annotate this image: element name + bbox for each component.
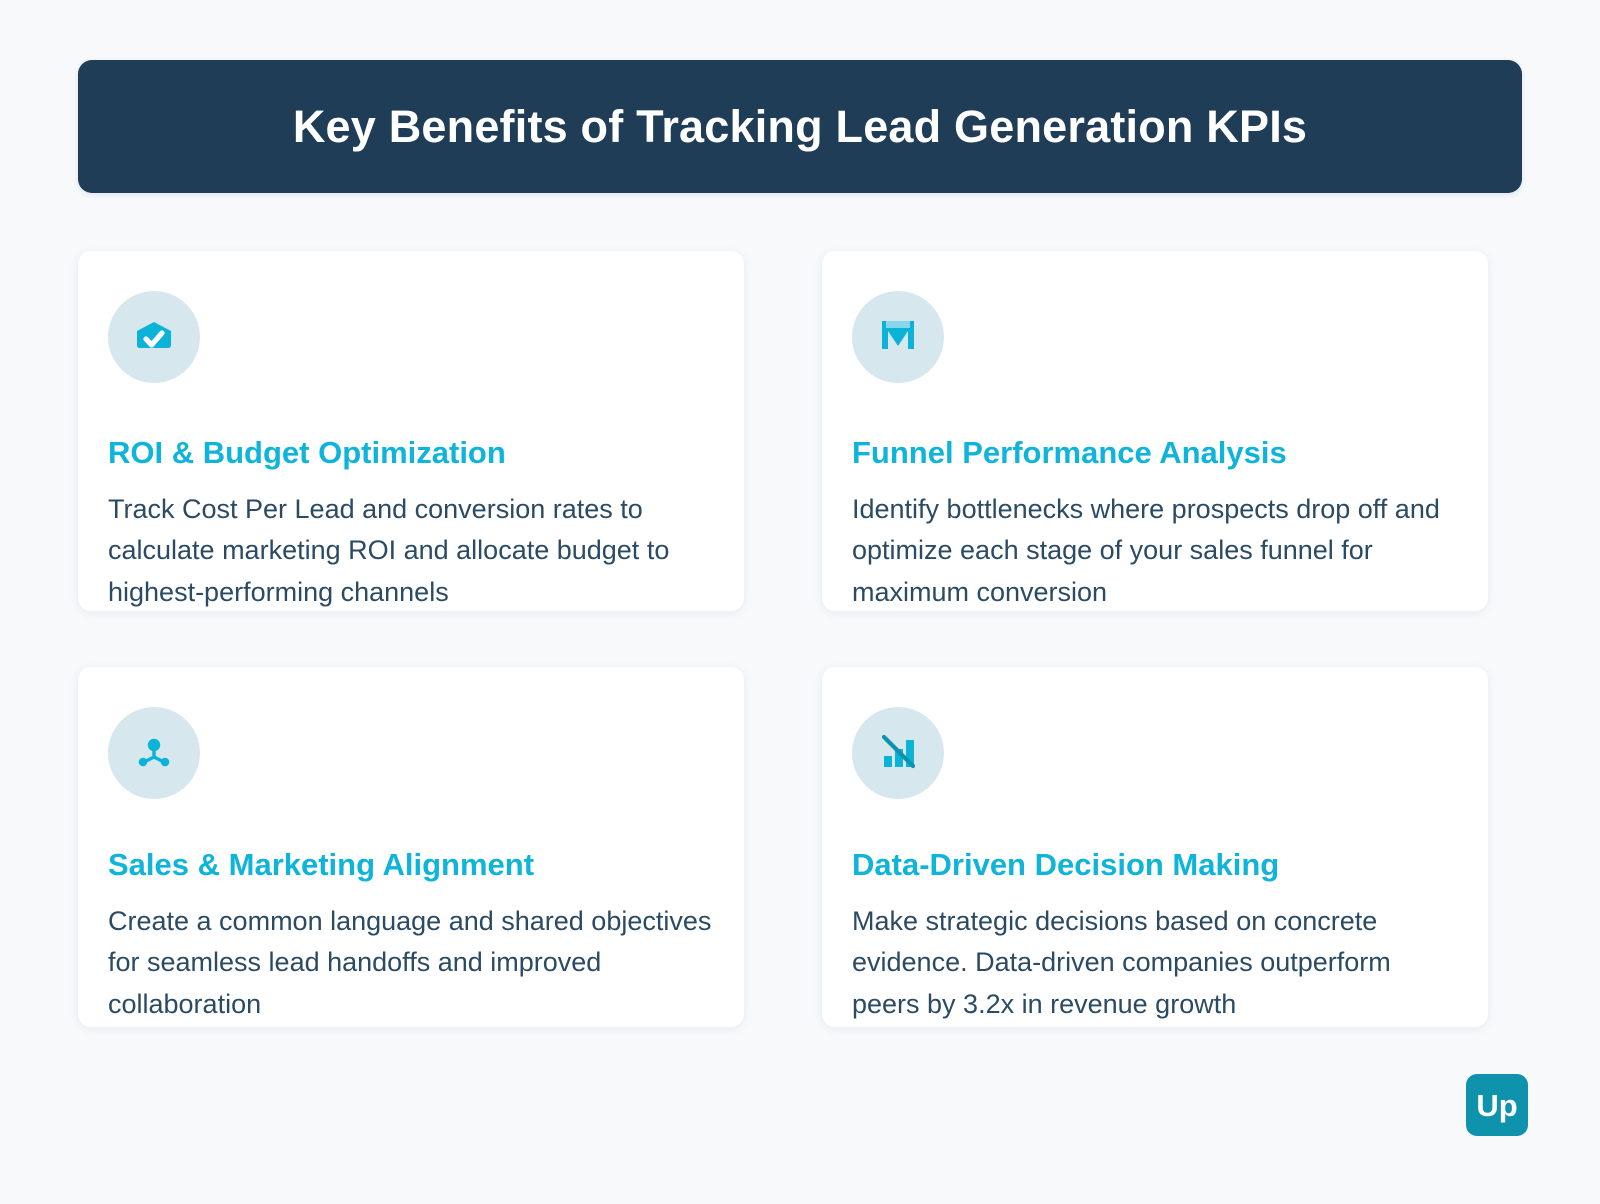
benefit-card-description: Make strategic decisions based on concre… xyxy=(852,905,1391,1020)
brand-logo: Up xyxy=(1466,1074,1528,1136)
benefit-card-data-driven-decision-making: Data-Driven Decision Making Make strateg… xyxy=(822,667,1488,1027)
benefit-card-title: Data-Driven Decision Making xyxy=(852,847,1280,882)
page-title: Key Benefits of Tracking Lead Generation… xyxy=(292,100,1308,152)
benefits-card-grid: ROI & Budget Optimization Track Cost Per… xyxy=(78,251,1522,1027)
benefit-card-description: Track Cost Per Lead and conversion rates… xyxy=(108,493,670,608)
icon-badge xyxy=(852,707,944,799)
benefit-card-title: ROI & Budget Optimization xyxy=(108,435,506,470)
benefit-card-roi-budget-optimization: ROI & Budget Optimization Track Cost Per… xyxy=(78,251,744,611)
bar-chart-trend-icon xyxy=(875,728,921,779)
benefit-card-description: Create a common language and shared obje… xyxy=(108,905,712,1020)
benefit-card-title: Funnel Performance Analysis xyxy=(852,435,1287,470)
logo-text: Up xyxy=(1476,1087,1518,1123)
benefit-card-title: Sales & Marketing Alignment xyxy=(108,847,535,882)
shield-check-icon xyxy=(131,312,177,363)
icon-badge xyxy=(108,291,200,383)
funnel-icon xyxy=(875,312,921,363)
logo-box: Up xyxy=(1466,1074,1528,1136)
icon-badge xyxy=(852,291,944,383)
icon-badge xyxy=(108,707,200,799)
benefit-card-sales-marketing-alignment: Sales & Marketing Alignment Create a com… xyxy=(78,667,744,1027)
benefit-card-description: Identify bottlenecks where prospects dro… xyxy=(852,493,1440,608)
header-banner: Key Benefits of Tracking Lead Generation… xyxy=(78,60,1522,193)
network-nodes-icon xyxy=(131,728,177,779)
benefit-card-funnel-performance-analysis: Funnel Performance Analysis Identify bot… xyxy=(822,251,1488,611)
